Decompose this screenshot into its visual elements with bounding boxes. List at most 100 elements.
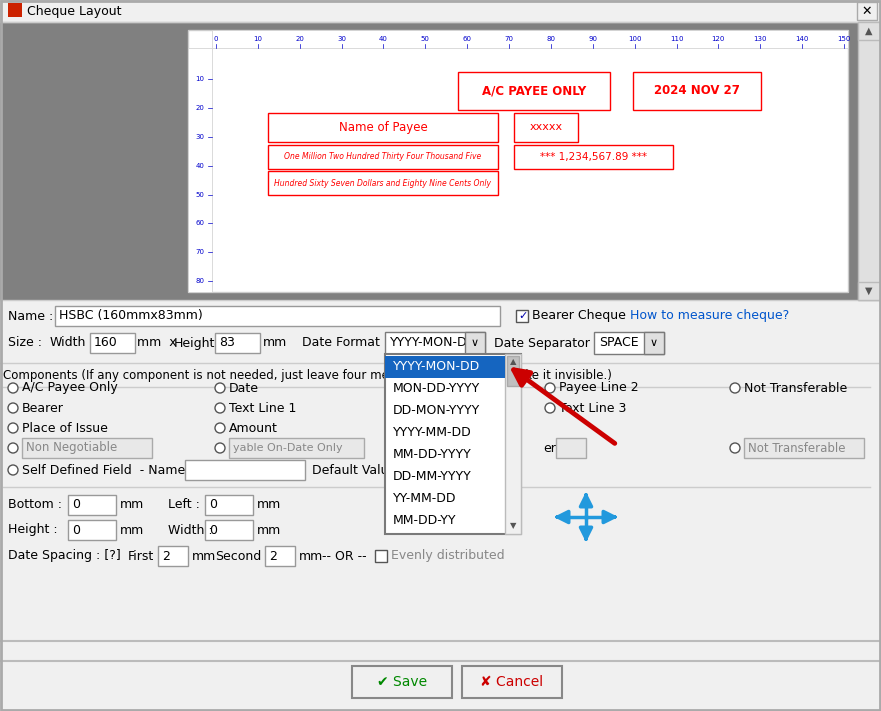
Text: 0: 0 xyxy=(209,523,217,537)
Text: Not Transferable: Not Transferable xyxy=(744,382,848,395)
Bar xyxy=(744,438,864,458)
Bar xyxy=(507,356,519,386)
Text: ▼: ▼ xyxy=(510,521,516,530)
Text: 2024 NOV 27: 2024 NOV 27 xyxy=(654,84,740,97)
Circle shape xyxy=(545,383,555,393)
Circle shape xyxy=(545,403,555,413)
Text: 30: 30 xyxy=(196,134,204,140)
Text: Evenly distributed: Evenly distributed xyxy=(391,550,505,562)
Bar xyxy=(158,546,188,566)
Text: 2: 2 xyxy=(162,550,170,562)
Text: Cheque Layout: Cheque Layout xyxy=(27,6,122,18)
Text: 0: 0 xyxy=(214,36,218,42)
Text: MM-DD-YYYY: MM-DD-YYYY xyxy=(393,449,471,461)
Bar xyxy=(633,72,760,109)
Text: mm: mm xyxy=(257,498,281,511)
Text: 100: 100 xyxy=(628,36,641,42)
Bar xyxy=(55,306,500,326)
Text: A/C PAYEE ONLY: A/C PAYEE ONLY xyxy=(482,84,586,97)
Text: YYYY-MON-DD: YYYY-MON-DD xyxy=(393,360,480,373)
Text: 70: 70 xyxy=(505,36,514,42)
Text: Text Line 1: Text Line 1 xyxy=(229,402,296,415)
Text: 70: 70 xyxy=(196,250,204,255)
Text: 2: 2 xyxy=(269,550,277,562)
Text: ∨: ∨ xyxy=(650,338,658,348)
Text: 30: 30 xyxy=(337,36,346,42)
Text: 80: 80 xyxy=(196,278,204,284)
Circle shape xyxy=(8,403,18,413)
Bar xyxy=(594,332,664,354)
Text: ✕: ✕ xyxy=(862,4,872,18)
Bar xyxy=(205,520,253,540)
Circle shape xyxy=(215,383,225,393)
Text: YYYY-MON-DD: YYYY-MON-DD xyxy=(390,336,478,350)
Bar xyxy=(188,48,212,292)
Bar xyxy=(229,438,364,458)
Bar xyxy=(90,333,135,353)
Bar xyxy=(858,22,880,300)
Circle shape xyxy=(8,423,18,433)
Text: Non Negotiable: Non Negotiable xyxy=(26,442,117,454)
Text: Size :: Size : xyxy=(8,336,42,350)
Text: ✔ Save: ✔ Save xyxy=(377,675,427,689)
Bar xyxy=(215,333,260,353)
Bar xyxy=(68,520,116,540)
Circle shape xyxy=(730,383,740,393)
Text: 20: 20 xyxy=(196,105,204,111)
Bar xyxy=(375,550,387,562)
Text: First: First xyxy=(128,550,154,562)
Text: mm  x: mm x xyxy=(137,336,176,350)
Text: 140: 140 xyxy=(796,36,809,42)
Text: ✓: ✓ xyxy=(518,311,528,321)
Text: -- OR --: -- OR -- xyxy=(322,550,366,562)
Text: yable On-Date Only: yable On-Date Only xyxy=(233,443,343,453)
Text: ∨: ∨ xyxy=(471,338,479,348)
Circle shape xyxy=(215,443,225,453)
Bar xyxy=(556,438,586,458)
Text: Amount: Amount xyxy=(229,422,278,434)
Bar xyxy=(400,460,520,480)
Bar xyxy=(265,546,295,566)
Text: 50: 50 xyxy=(196,191,204,198)
Bar xyxy=(462,666,562,698)
Text: Payee Line 2: Payee Line 2 xyxy=(559,382,639,395)
Text: 0: 0 xyxy=(72,498,80,511)
Bar xyxy=(68,495,116,515)
Bar xyxy=(515,145,673,169)
Bar xyxy=(268,145,498,169)
Bar xyxy=(0,300,881,711)
Bar xyxy=(505,354,521,534)
Text: mm: mm xyxy=(257,523,281,537)
Text: Left :: Left : xyxy=(168,498,200,511)
Text: er: er xyxy=(543,442,556,454)
Circle shape xyxy=(730,443,740,453)
Bar xyxy=(385,354,521,534)
Text: Bearer Cheque: Bearer Cheque xyxy=(532,309,626,323)
Bar xyxy=(188,30,848,292)
Text: Self Defined Field  - Name :: Self Defined Field - Name : xyxy=(22,464,194,476)
Bar xyxy=(385,356,505,378)
Text: Bearer: Bearer xyxy=(22,402,64,415)
Text: How to measure cheque?: How to measure cheque? xyxy=(630,309,789,323)
Text: ▲: ▲ xyxy=(510,358,516,366)
Bar xyxy=(205,495,253,515)
Text: ✘ Cancel: ✘ Cancel xyxy=(480,675,544,689)
Text: Components (If any component is not needed, just leave four measurements as 0 to: Components (If any component is not need… xyxy=(3,368,612,382)
Text: DD-MON-YYYY: DD-MON-YYYY xyxy=(393,405,480,417)
Circle shape xyxy=(8,443,18,453)
Text: 50: 50 xyxy=(421,36,430,42)
Text: 10: 10 xyxy=(196,76,204,82)
Text: Date: Date xyxy=(229,382,259,395)
Text: xxxxx: xxxxx xyxy=(529,122,562,132)
Text: 10: 10 xyxy=(254,36,263,42)
Text: Bottom :: Bottom : xyxy=(8,498,62,511)
Text: YY-MM-DD: YY-MM-DD xyxy=(393,493,456,506)
Text: 40: 40 xyxy=(196,163,204,169)
Text: Date Separator: Date Separator xyxy=(494,336,590,350)
Bar xyxy=(22,438,152,458)
Bar xyxy=(268,112,498,142)
Text: Height :: Height : xyxy=(8,523,57,537)
Text: Date Spacing : [?]: Date Spacing : [?] xyxy=(8,550,121,562)
Text: MON-DD-YYYY: MON-DD-YYYY xyxy=(393,383,480,395)
Bar xyxy=(644,332,664,354)
